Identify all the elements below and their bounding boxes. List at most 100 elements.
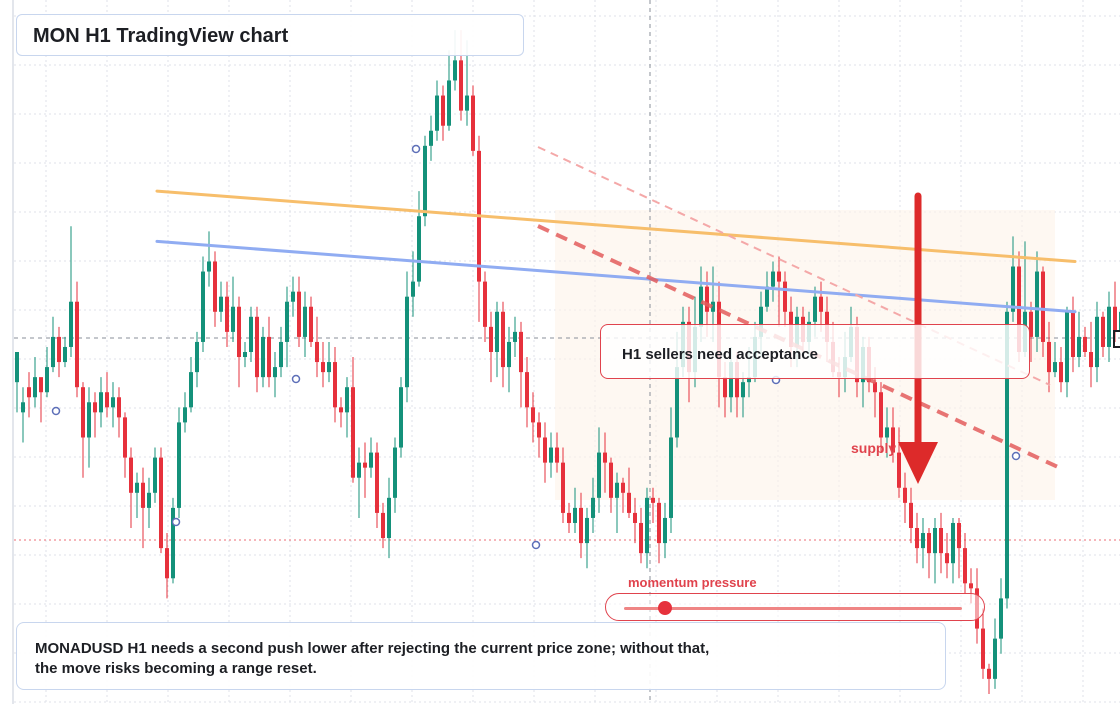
candle-body bbox=[783, 281, 787, 312]
candle bbox=[921, 517, 925, 569]
candle bbox=[645, 487, 649, 569]
candle-body bbox=[711, 301, 715, 312]
trendline-upper bbox=[537, 146, 1051, 386]
candle-body bbox=[651, 497, 655, 503]
candle-body bbox=[525, 372, 529, 408]
candle-body bbox=[813, 296, 817, 322]
candle bbox=[333, 346, 337, 423]
candle bbox=[1107, 291, 1111, 363]
candle bbox=[483, 271, 487, 342]
candle bbox=[549, 432, 553, 478]
analysis-note-line: the move risks becoming a range reset. bbox=[35, 660, 317, 677]
momentum-slider-thumb[interactable] bbox=[657, 601, 672, 615]
candle-body bbox=[405, 296, 409, 388]
candle bbox=[213, 251, 217, 327]
candle bbox=[57, 326, 61, 378]
candle bbox=[207, 231, 211, 287]
candle-body bbox=[243, 352, 247, 358]
candle bbox=[567, 502, 571, 534]
candle-body bbox=[93, 402, 97, 413]
candle bbox=[1029, 301, 1033, 363]
candle bbox=[615, 472, 619, 534]
candle-body bbox=[99, 392, 103, 413]
candle-body bbox=[483, 281, 487, 327]
candle-body bbox=[399, 387, 403, 448]
candle bbox=[495, 301, 499, 378]
candle-body bbox=[969, 583, 973, 589]
down-arrow-head bbox=[898, 442, 938, 484]
candle-body bbox=[555, 447, 559, 463]
candle-body bbox=[471, 95, 475, 151]
candle bbox=[123, 412, 127, 478]
candle-body bbox=[957, 522, 961, 549]
candle bbox=[1053, 341, 1057, 378]
candle bbox=[777, 256, 781, 327]
candle bbox=[669, 407, 673, 534]
candle-body bbox=[1071, 311, 1075, 358]
candle-body bbox=[735, 362, 739, 398]
candle-body bbox=[597, 452, 601, 498]
candle-body bbox=[603, 452, 607, 463]
candle bbox=[345, 377, 349, 438]
candle bbox=[1035, 251, 1039, 352]
candle bbox=[357, 447, 361, 518]
candle bbox=[537, 412, 541, 458]
candle-body bbox=[129, 457, 133, 493]
candle-body bbox=[567, 512, 571, 523]
candle bbox=[303, 291, 307, 358]
candle bbox=[573, 487, 577, 534]
candle-body bbox=[627, 492, 631, 513]
acceptance-callout: H1 sellers need acceptance bbox=[600, 324, 1030, 379]
candle bbox=[75, 281, 79, 398]
candle bbox=[201, 256, 205, 352]
candle-body bbox=[939, 528, 943, 554]
candle bbox=[1041, 266, 1045, 358]
candle bbox=[561, 447, 565, 523]
candle-body bbox=[45, 367, 49, 393]
candle-body bbox=[381, 512, 385, 539]
candle-body bbox=[1101, 316, 1105, 347]
candle-body bbox=[723, 377, 727, 398]
candle bbox=[417, 191, 421, 287]
candle bbox=[501, 301, 505, 388]
candle bbox=[657, 497, 661, 564]
candle bbox=[1095, 301, 1099, 383]
swing-marker bbox=[411, 144, 421, 154]
candle bbox=[165, 533, 169, 599]
candle-body bbox=[261, 336, 265, 378]
candle-body bbox=[1113, 306, 1117, 332]
candle-body bbox=[285, 301, 289, 342]
candle bbox=[819, 281, 823, 332]
candle bbox=[765, 271, 769, 312]
moving-averages bbox=[155, 189, 1077, 314]
candle-body bbox=[741, 382, 745, 398]
candle bbox=[597, 427, 601, 513]
candle bbox=[159, 447, 163, 554]
candle bbox=[279, 326, 283, 378]
candle bbox=[183, 392, 187, 433]
candle bbox=[507, 326, 511, 393]
candle-body bbox=[189, 372, 193, 408]
candle bbox=[147, 477, 151, 528]
candle-body bbox=[225, 296, 229, 332]
candle bbox=[339, 397, 343, 428]
candle-body bbox=[579, 507, 583, 544]
momentum-slider[interactable] bbox=[605, 593, 985, 621]
candle-body bbox=[441, 95, 445, 126]
candle bbox=[519, 321, 523, 408]
candle-body bbox=[777, 271, 781, 282]
candle bbox=[225, 281, 229, 347]
candle-body bbox=[963, 548, 967, 584]
candle-body bbox=[321, 362, 325, 373]
candle bbox=[99, 377, 103, 428]
candle-body bbox=[303, 306, 307, 337]
candle-body bbox=[39, 377, 43, 393]
candle-body bbox=[357, 462, 361, 478]
candle-body bbox=[891, 427, 895, 453]
candle-body bbox=[447, 80, 451, 126]
supply-label: supply bbox=[851, 440, 897, 456]
candle-body bbox=[909, 502, 913, 528]
candle bbox=[273, 352, 277, 398]
candle-body bbox=[501, 311, 505, 368]
candle bbox=[585, 507, 589, 569]
